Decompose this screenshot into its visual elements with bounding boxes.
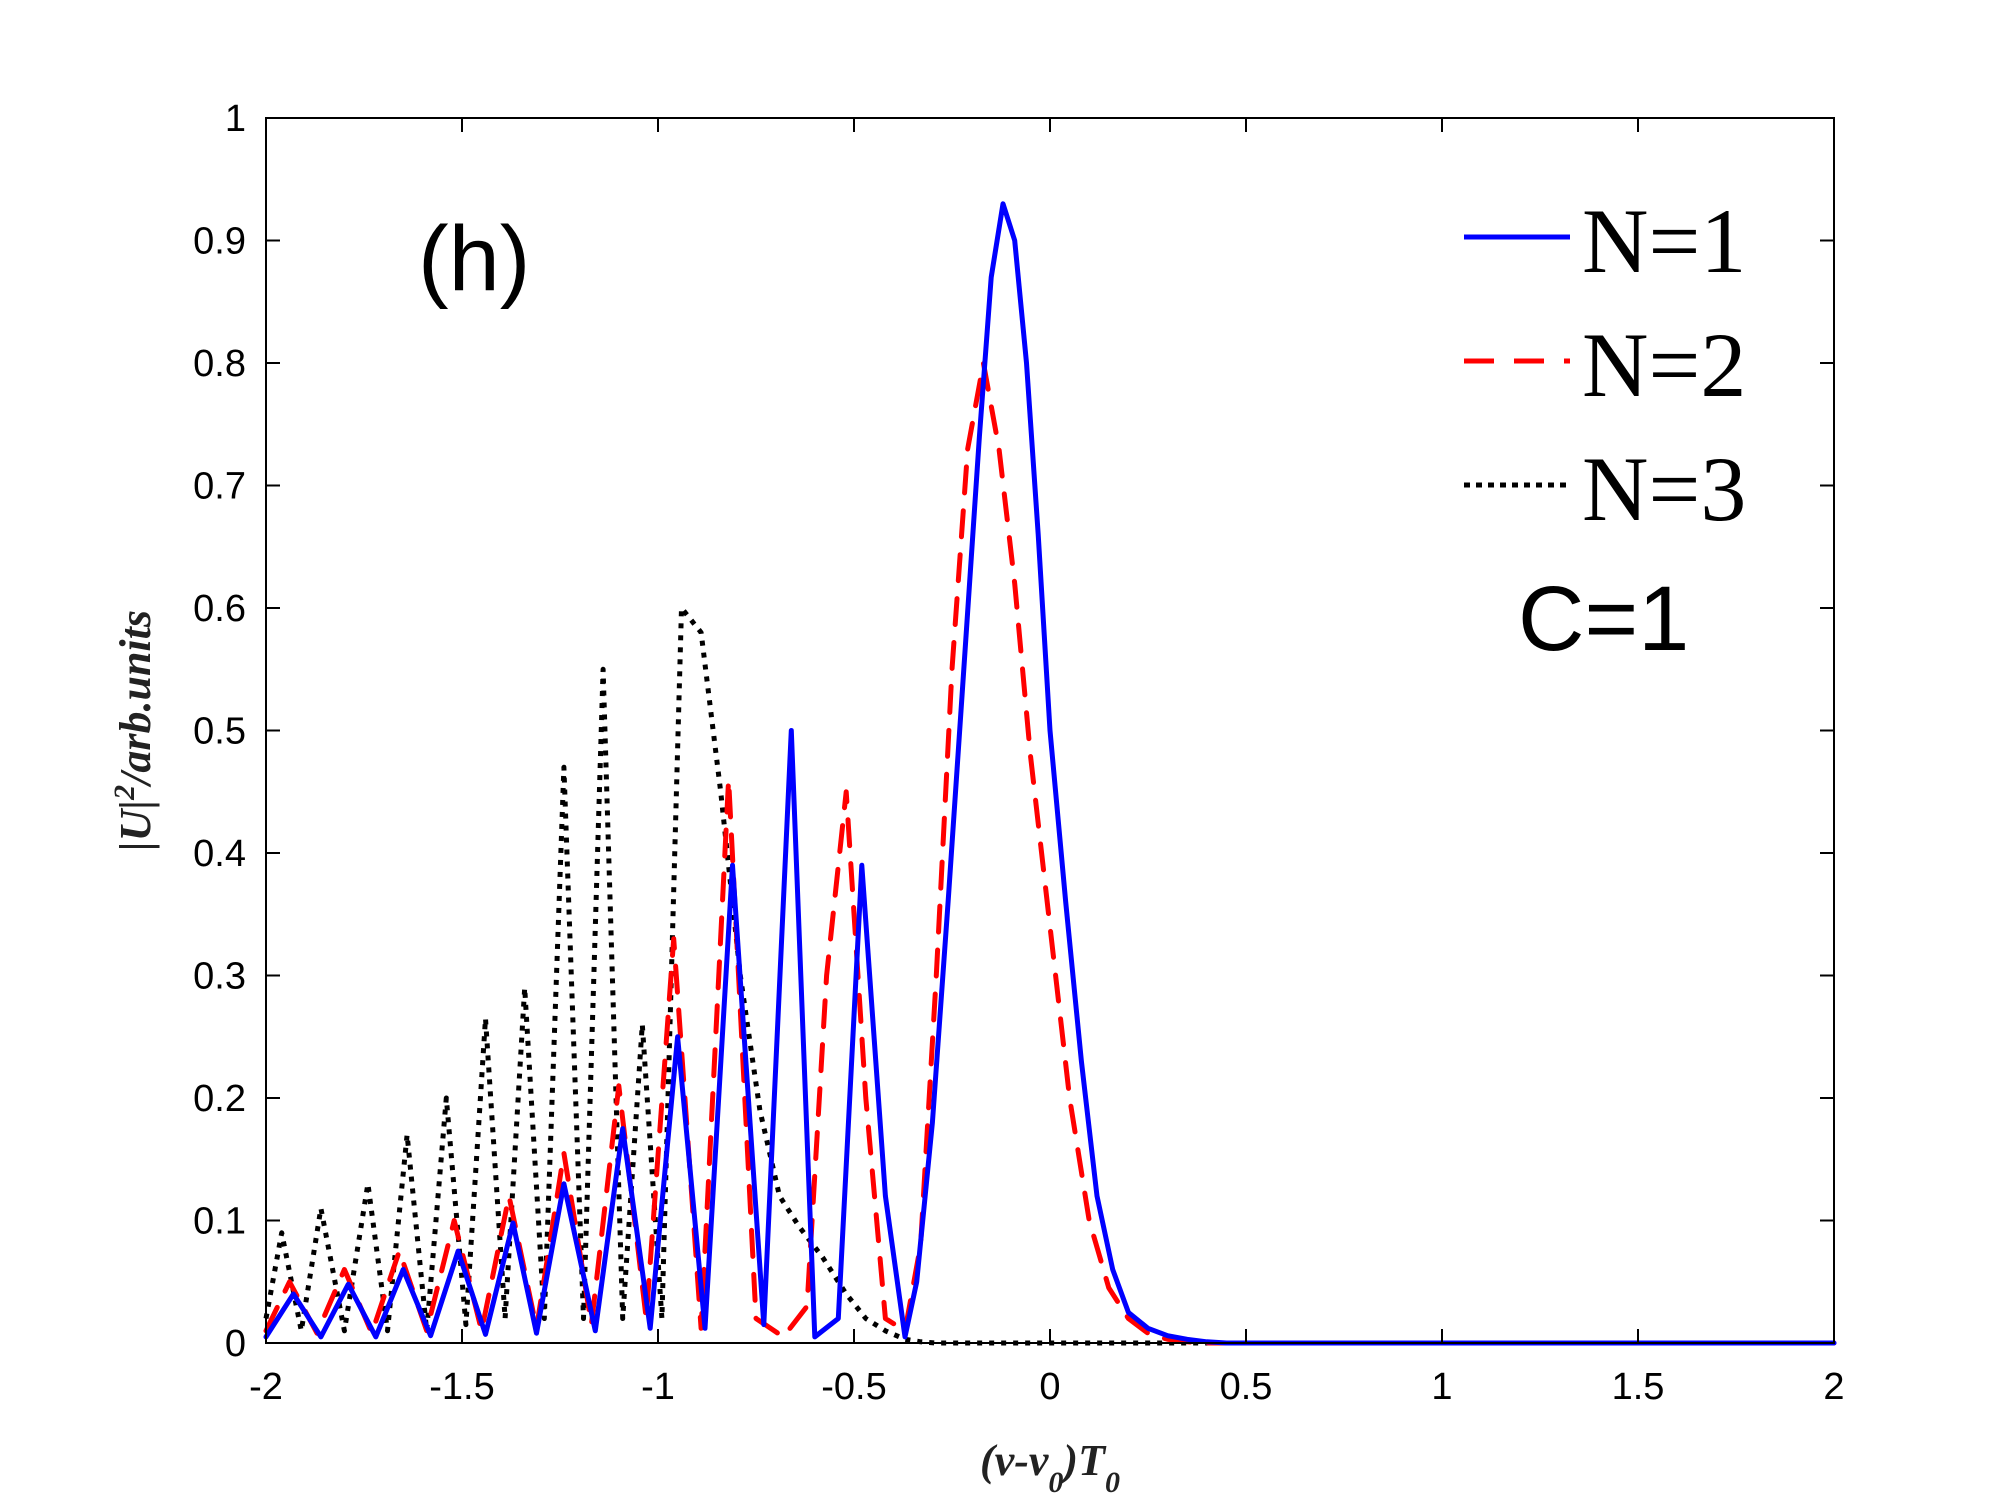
y-axis-title-sup: 2 [108, 785, 141, 801]
legend: N=1 N=2 N=3 [1464, 190, 1746, 540]
y-tick-label: 0.3 [193, 956, 246, 998]
y-axis-title: |U|2/arb.units [108, 610, 161, 851]
x-tick-label: -1.5 [429, 1366, 494, 1408]
y-tick-label: 0.2 [193, 1078, 246, 1120]
legend-label: N=2 [1582, 314, 1746, 416]
x-tick-label: 0.5 [1220, 1366, 1273, 1408]
tick-layer: -2 -1.5 -1 -0.5 0 0.5 1 1.5 2 0 0.1 0.2 0.3 0.4 0.5 0.6… [193, 98, 1844, 1408]
y-tick-label: 0.8 [193, 343, 246, 385]
series-line-n1 [263, 201, 1837, 1346]
y-tick-label: 0.4 [193, 833, 246, 875]
y-tick-label: 0.1 [193, 1201, 246, 1243]
y-tick-label: 0 [225, 1323, 246, 1365]
x-axis-title-sub2: 0 [1105, 1466, 1120, 1499]
x-axis-title: (v-v0)T0 [980, 1436, 1120, 1499]
x-tick-label: 0 [1039, 1366, 1060, 1408]
legend-label: N=1 [1582, 190, 1746, 292]
x-tick-label: 2 [1823, 1366, 1844, 1408]
x-axis-title-mid: )T [1059, 1436, 1107, 1485]
x-tick-label: -2 [249, 1366, 283, 1408]
x-tick-label: -1 [641, 1366, 675, 1408]
y-axis-title-rest: /arb.units [111, 610, 160, 788]
x-tick-label: 1.5 [1612, 1366, 1665, 1408]
y-tick-label: 0.5 [193, 711, 246, 753]
panel-label: (h) [418, 208, 530, 310]
y-tick-label: 1 [225, 98, 246, 140]
x-tick-label: 1 [1431, 1366, 1452, 1408]
y-tick-label: 0.9 [193, 221, 246, 263]
x-axis-title-sub: 0 [1048, 1466, 1063, 1499]
y-tick-label: 0.6 [193, 588, 246, 630]
series-layer [263, 201, 1837, 1346]
annotation-c-value: C=1 [1518, 568, 1689, 670]
y-axis-title-main: |U| [111, 800, 160, 851]
x-axis-title-main: (v-v [980, 1436, 1049, 1485]
x-tick-label: -0.5 [821, 1366, 886, 1408]
y-tick-label: 0.7 [193, 466, 246, 508]
legend-label: N=3 [1582, 438, 1746, 540]
series-line-n2 [263, 360, 1837, 1346]
